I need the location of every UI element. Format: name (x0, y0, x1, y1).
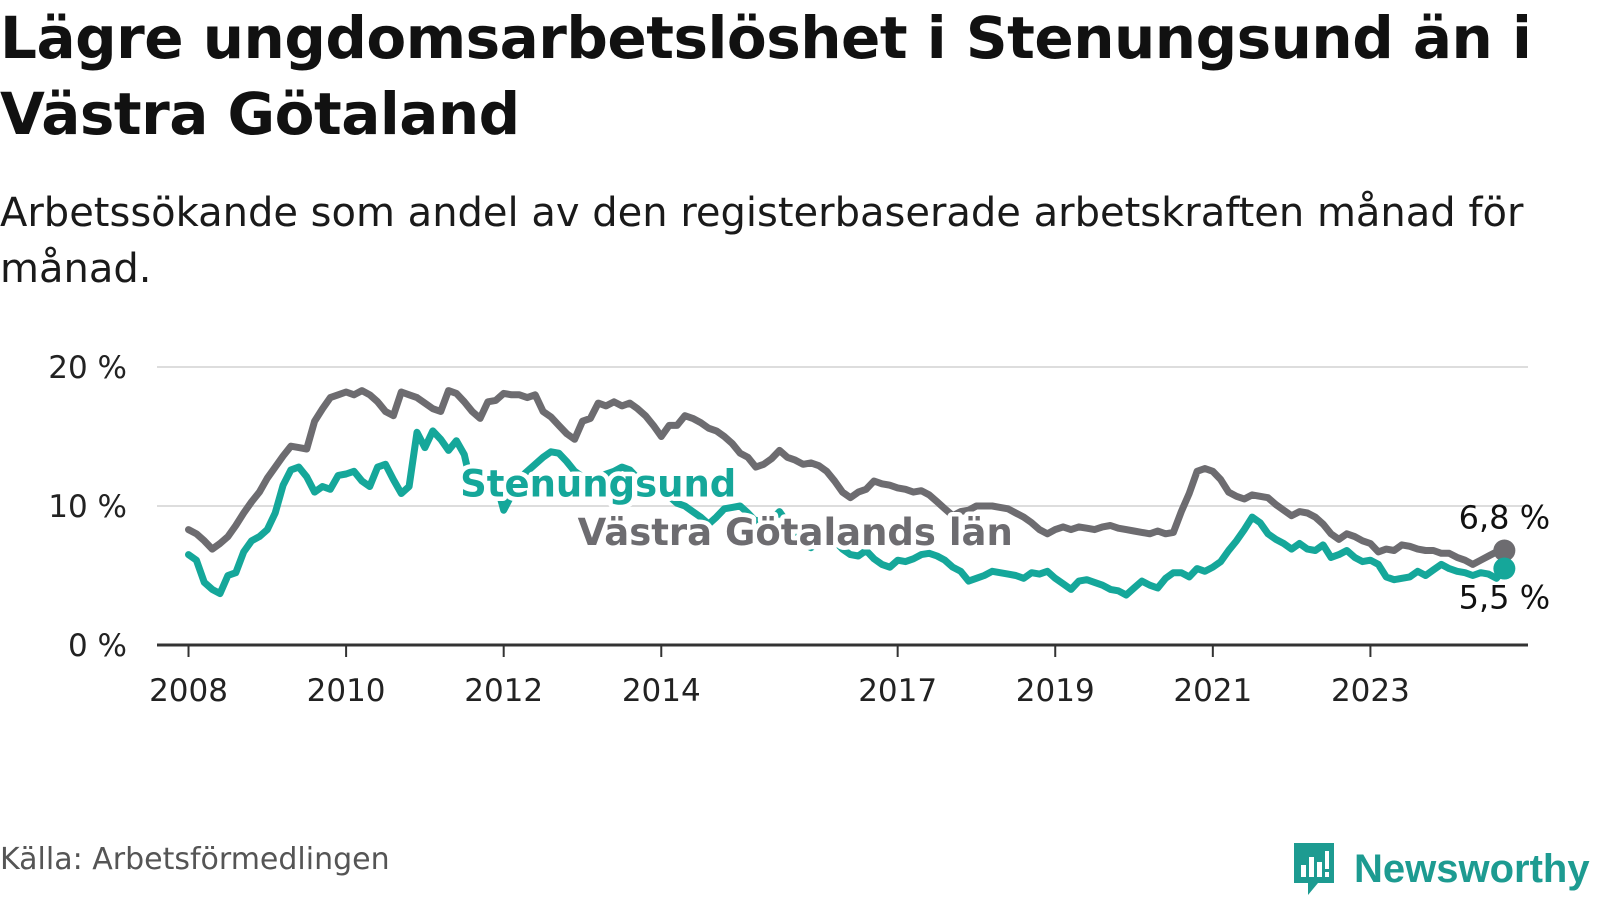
y-tick-label: 20 % (48, 350, 127, 386)
x-tick-label: 2021 (1173, 673, 1252, 709)
y-tick-label: 10 % (48, 489, 127, 525)
x-tick-label: 2012 (464, 673, 543, 709)
x-tick-label: 2008 (149, 673, 228, 709)
series-line-stenungsund (185, 427, 1508, 599)
end-value-label-stenungsund: 5,5 % (1459, 579, 1550, 617)
x-tick-label: 2017 (858, 673, 937, 709)
brand-logo: Newsworthy (1290, 838, 1590, 900)
x-tick-label: 2010 (307, 673, 386, 709)
end-point-stenungsund (1493, 557, 1516, 580)
chart-subtitle: Arbetssökande som andel av den registerb… (0, 190, 1524, 292)
chart-title: Lägre ungdomsarbetslöshet i Stenungsund … (0, 4, 1532, 148)
source-note: Källa: Arbetsförmedlingen (0, 842, 390, 877)
line-chart: 0 % 10 % 20 % 2008 2010 2012 2014 2017 2019 2021 2… (48, 350, 1550, 709)
newsworthy-logo-icon (1294, 843, 1334, 895)
x-tick-label: 2019 (1016, 673, 1095, 709)
brand-name: Newsworthy (1354, 846, 1590, 891)
x-tick-label: 2023 (1331, 673, 1410, 709)
end-value-label-vastra-gotaland: 6,8 % (1459, 498, 1550, 536)
series-label-stenungsund: Stenungsund (460, 462, 736, 505)
x-tick-label: 2014 (622, 673, 701, 709)
series-line-vastra-gotaland (185, 387, 1508, 568)
y-tick-label: 0 % (68, 628, 127, 664)
series-label-vastra-gotaland: Västra Götalands län (578, 511, 1013, 554)
end-point-vastra-gotaland (1493, 539, 1516, 562)
